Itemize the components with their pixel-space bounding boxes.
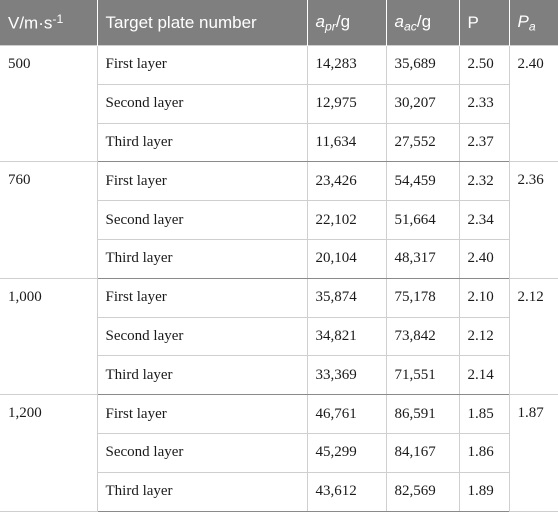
apr-cell: 12,975 <box>306 83 387 124</box>
header-row: V/m·s-1 Target plate number apr/g aac/g … <box>0 0 558 46</box>
apr-cell: 34,821 <box>306 316 387 357</box>
velocity-cell: 1,000 <box>0 277 98 396</box>
layer-cell: Second layer <box>97 83 308 124</box>
p-cell: 2.32 <box>458 161 510 202</box>
layer-cell: Second layer <box>97 200 308 240</box>
table-row: Third layer 20,104 48,317 2.40 <box>0 238 558 279</box>
aac-cell: 86,591 <box>385 394 460 434</box>
apr-cell: 11,634 <box>306 122 387 163</box>
apr-cell: 22,102 <box>306 200 387 240</box>
layer-cell: Second layer <box>97 432 308 473</box>
apr-cell: 14,283 <box>306 45 387 85</box>
table-row: Second layer 22,102 51,664 2.34 <box>0 200 558 240</box>
layer-cell: Third layer <box>97 238 308 279</box>
aac-cell: 84,167 <box>385 432 460 473</box>
aac-cell: 82,569 <box>385 471 460 512</box>
table-row: Second layer 34,821 73,842 2.12 <box>0 316 558 357</box>
header-apr: apr/g <box>307 0 387 46</box>
apr-cell: 33,369 <box>306 355 387 396</box>
pa-cell: 1.87 <box>508 394 558 512</box>
p-cell: 2.12 <box>458 316 509 357</box>
velocity-cell: 760 <box>0 161 98 279</box>
aac-cell: 48,317 <box>385 238 460 279</box>
apr-cell: 45,299 <box>306 432 387 473</box>
pa-cell: 2.36 <box>508 161 558 279</box>
layer-cell: Third layer <box>97 355 308 396</box>
table-row: 500 First layer 14,283 35,689 2.50 2.40 <box>0 44 558 163</box>
p-cell: 2.40 <box>458 238 509 279</box>
p-cell: 2.14 <box>458 355 509 396</box>
table-row: Third layer 43,612 82,569 1.89 <box>0 471 558 512</box>
aac-cell: 35,689 <box>385 45 460 85</box>
p-cell: 1.89 <box>458 471 509 512</box>
header-pa: Pa <box>509 0 558 46</box>
p-cell: 2.10 <box>458 277 510 318</box>
table-row: Second layer 12,975 30,207 2.33 <box>0 83 558 124</box>
table-row: 1,000 First layer 35,874 75,178 2.10 2.12 <box>0 277 558 396</box>
layer-cell: First layer <box>96 45 308 85</box>
pa-cell: 2.40 <box>508 44 558 163</box>
p-cell: 2.34 <box>458 200 509 240</box>
velocity-cell: 1,200 <box>0 394 98 512</box>
aac-cell: 71,551 <box>385 355 460 396</box>
aac-cell: 27,552 <box>385 122 460 163</box>
apr-cell: 43,612 <box>306 471 387 512</box>
p-cell: 1.85 <box>458 394 510 434</box>
table-row: Third layer 33,369 71,551 2.14 <box>0 355 558 396</box>
table-row: 760 First layer 23,426 54,459 2.32 2.36 <box>0 161 558 279</box>
table-body: 500 First layer 14,283 35,689 2.50 2.40 Second… <box>0 44 558 512</box>
table-row: Second layer 45,299 84,167 1.86 <box>0 432 558 473</box>
table-row: Third layer 11,634 27,552 2.37 <box>0 122 558 163</box>
p-cell: 2.50 <box>458 45 510 85</box>
table-row: 1,200 First layer 46,761 86,591 1.85 1.87 <box>0 394 558 512</box>
aac-cell: 73,842 <box>385 316 460 357</box>
layer-cell: Third layer <box>97 122 308 163</box>
pa-cell: 2.12 <box>508 277 558 396</box>
apr-cell: 46,761 <box>306 394 387 434</box>
layer-cell: Second layer <box>97 316 308 357</box>
aac-cell: 30,207 <box>385 83 460 124</box>
apr-cell: 35,874 <box>306 277 387 318</box>
apr-cell: 23,426 <box>306 161 387 202</box>
aac-cell: 51,664 <box>385 200 460 240</box>
header-velocity: V/m·s-1 <box>0 0 98 46</box>
layer-cell: First layer <box>96 161 308 202</box>
aac-cell: 54,459 <box>385 161 460 202</box>
velocity-cell: 500 <box>0 44 98 163</box>
layer-cell: First layer <box>96 394 308 434</box>
p-cell: 1.86 <box>458 432 509 473</box>
p-cell: 2.37 <box>458 122 509 163</box>
header-target-plate: Target plate number <box>97 0 308 46</box>
header-aac: aac/g <box>386 0 460 46</box>
p-cell: 2.33 <box>458 83 509 124</box>
layer-cell: Third layer <box>97 471 308 512</box>
header-p: P <box>459 0 510 46</box>
aac-cell: 75,178 <box>385 277 460 318</box>
apr-cell: 20,104 <box>306 238 387 279</box>
layer-cell: First layer <box>96 277 308 318</box>
